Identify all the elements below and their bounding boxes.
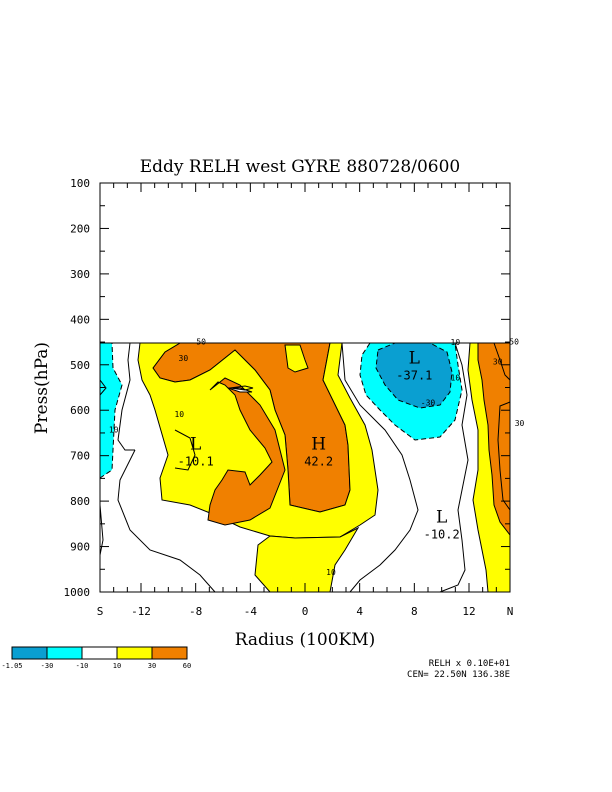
y-axis-label: Press(hPa) bbox=[32, 342, 52, 434]
y-tick-label: 400 bbox=[70, 313, 90, 326]
contour-label: 10 bbox=[109, 426, 119, 435]
contour-10-left-c bbox=[117, 449, 216, 593]
extremum-L: L-10.1 bbox=[178, 435, 214, 469]
legend-level-label: -10 bbox=[76, 662, 89, 670]
contour-neg-left-tick bbox=[99, 379, 107, 396]
y-tick-label: 200 bbox=[70, 222, 90, 235]
contour-lines bbox=[99, 342, 511, 593]
contour-value-labels: 50 30 10 10 10 10 10 -30 50 30 30 bbox=[109, 338, 525, 577]
extremum-value: 42.2 bbox=[304, 455, 333, 469]
legend-level-label: -1.05 bbox=[1, 662, 22, 670]
x-tick-label: -8 bbox=[189, 605, 202, 618]
y-tick-label: 1000 bbox=[64, 586, 91, 599]
extremum-letter: L bbox=[409, 348, 420, 368]
fill-regions bbox=[99, 342, 511, 593]
legend-swatch bbox=[11, 646, 48, 660]
extremum-L: L-37.1 bbox=[396, 348, 432, 382]
axis-tick-labels: 100 200 300 400 500 600 700 800 900 1000 S -12 -8 -4 0… bbox=[64, 177, 514, 618]
chart-title: Eddy RELH west GYRE 880728/0600 bbox=[140, 157, 461, 177]
legend-level-label: 60 bbox=[183, 662, 191, 670]
x-tick-label: 8 bbox=[411, 605, 418, 618]
extremum-letter: L bbox=[190, 435, 201, 455]
contour-label: 50 bbox=[196, 338, 206, 347]
x-tick-label: 4 bbox=[356, 605, 363, 618]
contour-label: 10 bbox=[451, 373, 461, 382]
fill-cyan-left bbox=[99, 342, 123, 479]
extremum-value: -10.2 bbox=[424, 527, 460, 541]
contour-10-right-b bbox=[493, 342, 511, 381]
y-tick-label: 500 bbox=[70, 359, 90, 372]
extremum-letter: H bbox=[311, 435, 326, 455]
legend-swatch bbox=[116, 646, 153, 660]
footer-scale: RELH x 0.10E+01 bbox=[429, 659, 510, 669]
x-tick-label: -12 bbox=[131, 605, 151, 618]
fill-yellow-bottom bbox=[254, 526, 360, 593]
legend-swatch bbox=[46, 646, 83, 660]
contour-label: 10 bbox=[326, 568, 336, 577]
x-tick-label: N bbox=[507, 605, 514, 618]
y-tick-label: 800 bbox=[70, 495, 90, 508]
fill-orange-lower-lobe bbox=[207, 377, 286, 526]
x-tick-label: 0 bbox=[302, 605, 309, 618]
y-tick-label: 600 bbox=[70, 404, 90, 417]
extremum-value: -10.1 bbox=[178, 455, 214, 469]
contour-10-right-c bbox=[497, 401, 511, 511]
legend-level-label: -30 bbox=[41, 662, 54, 670]
contour-label: 10 bbox=[174, 410, 184, 419]
legend-swatch bbox=[151, 646, 188, 660]
contour-label: 30 bbox=[515, 419, 525, 428]
x-tick-label: 12 bbox=[462, 605, 475, 618]
y-tick-label: 900 bbox=[70, 541, 90, 554]
color-legend: -1.05 -30 -10 10 30 60 bbox=[1, 646, 191, 670]
contour-10-left-a bbox=[117, 342, 135, 451]
contour-label: -30 bbox=[421, 398, 436, 407]
extremum-letter: L bbox=[436, 507, 447, 527]
fill-orange-top-finger bbox=[284, 344, 309, 373]
x-tick-label: S bbox=[97, 605, 104, 618]
plot-area: 100 200 300 400 500 600 700 800 900 1000 S -12 -8 -4 0… bbox=[64, 177, 525, 618]
x-tick-label: -4 bbox=[244, 605, 258, 618]
extremum-value: -37.1 bbox=[396, 368, 432, 382]
contour-small-arrow bbox=[229, 385, 254, 391]
y-tick-label: 300 bbox=[70, 268, 90, 281]
contour-label: 30 bbox=[179, 354, 189, 363]
y-tick-label: 700 bbox=[70, 450, 90, 463]
legend-level-label: 10 bbox=[113, 662, 121, 670]
fill-yellow-left bbox=[137, 342, 379, 539]
blank-upper-region bbox=[100, 183, 510, 343]
footer-center: CEN= 22.50N 136.38E bbox=[407, 670, 510, 680]
extremum-H: H42.2 bbox=[304, 435, 333, 469]
contour-10-right-a bbox=[439, 342, 469, 593]
contour-10-mid bbox=[341, 342, 419, 593]
legend-level-label: 30 bbox=[148, 662, 156, 670]
extremum-L: L-10.2 bbox=[424, 507, 460, 541]
contour-label: 50 bbox=[509, 338, 519, 347]
axis-ticks bbox=[99, 182, 511, 593]
fill-blue-core bbox=[375, 342, 453, 409]
legend-swatch bbox=[81, 646, 118, 660]
contour-label: 10 bbox=[451, 338, 461, 347]
contour-10-left-b bbox=[174, 429, 196, 471]
contour-10-left-d bbox=[99, 504, 104, 556]
y-tick-label: 100 bbox=[70, 177, 90, 190]
contour-label: 30 bbox=[493, 358, 503, 367]
x-axis-label: Radius (100KM) bbox=[235, 630, 376, 650]
